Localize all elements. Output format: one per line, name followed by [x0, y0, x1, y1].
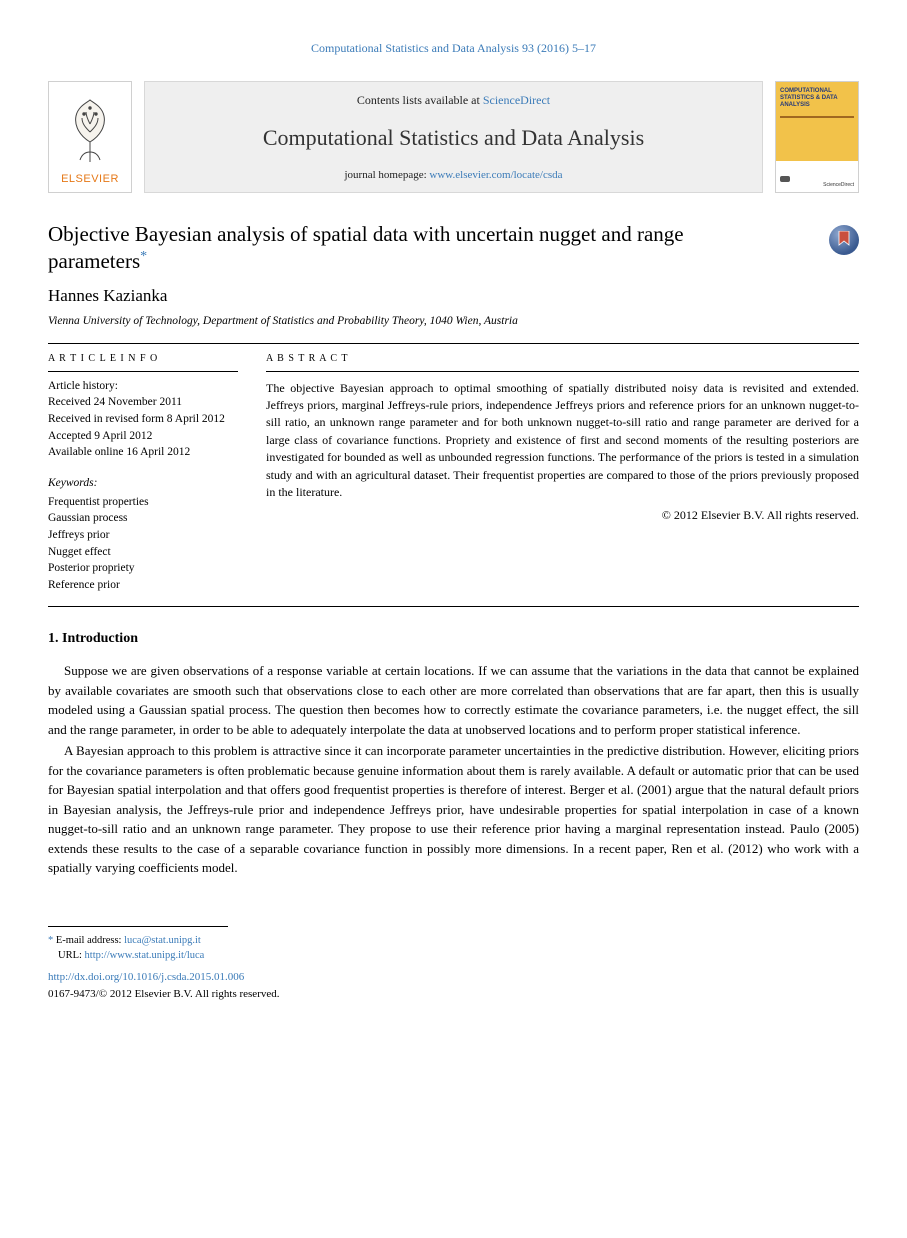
homepage-line: journal homepage: www.elsevier.com/locat…: [153, 168, 754, 184]
keyword-5: Reference prior: [48, 577, 238, 594]
elsevier-brand-text: ELSEVIER: [61, 172, 119, 188]
body-paragraph-1: Suppose we are given observations of a r…: [48, 661, 859, 739]
article-title: Objective Bayesian analysis of spatial d…: [48, 221, 748, 274]
article-title-text: Objective Bayesian analysis of spatial d…: [48, 222, 684, 272]
abstract-copyright: © 2012 Elsevier B.V. All rights reserved…: [266, 507, 859, 524]
footer-copyright: 0167-9473/© 2012 Elsevier B.V. All right…: [48, 987, 859, 1003]
article-info-head: A R T I C L E I N F O: [48, 352, 238, 367]
journal-title: Computational Statistics and Data Analys…: [153, 122, 754, 154]
contents-line: Contents lists available at ScienceDirec…: [153, 92, 754, 109]
journal-cover-thumbnail: COMPUTATIONAL STATISTICS & DATA ANALYSIS…: [775, 81, 859, 193]
cover-footer: ScienceDirect: [823, 182, 854, 189]
doi-link[interactable]: http://dx.doi.org/10.1016/j.csda.2015.01…: [48, 971, 244, 983]
homepage-link[interactable]: www.elsevier.com/locate/csda: [429, 169, 562, 181]
history-line-4: Available online 16 April 2012: [48, 444, 238, 461]
body-paragraph-2: A Bayesian approach to this problem is a…: [48, 741, 859, 878]
keyword-0: Frequentist properties: [48, 494, 238, 511]
abstract-column: A B S T R A C T The objective Bayesian a…: [266, 352, 859, 594]
history-line-2: Received in revised form 8 April 2012: [48, 411, 238, 428]
rule-1: [48, 343, 859, 344]
footnote-url-link[interactable]: http://www.stat.unipg.it/luca: [85, 950, 205, 961]
keyword-2: Jeffreys prior: [48, 527, 238, 544]
keyword-4: Posterior propriety: [48, 560, 238, 577]
keywords-head: Keywords:: [48, 475, 238, 492]
author-name: Hannes Kazianka: [48, 286, 167, 305]
history-line-1: Received 24 November 2011: [48, 394, 238, 411]
contents-prefix: Contents lists available at: [357, 93, 483, 107]
keyword-3: Nugget effect: [48, 544, 238, 561]
abstract-rule: [266, 371, 859, 372]
footnotes-rule: [48, 926, 228, 927]
author-line: Hannes Kazianka: [48, 284, 859, 309]
history-line-3: Accepted 9 April 2012: [48, 428, 238, 445]
section-heading: 1. Introduction: [48, 629, 859, 649]
cover-bar: [780, 116, 854, 118]
history-line-0: Article history:: [48, 378, 238, 395]
homepage-prefix: journal homepage:: [345, 169, 430, 181]
abstract-head: A B S T R A C T: [266, 352, 859, 367]
article-info-column: A R T I C L E I N F O Article history: R…: [48, 352, 238, 594]
top-citation: Computational Statistics and Data Analys…: [48, 40, 859, 57]
footnote-email: * E-mail address: luca@stat.unipg.it: [48, 933, 859, 949]
cover-title: COMPUTATIONAL STATISTICS & DATA ANALYSIS: [780, 88, 854, 108]
doi-line: http://dx.doi.org/10.1016/j.csda.2015.01…: [48, 970, 859, 986]
sciencedirect-link[interactable]: ScienceDirect: [483, 93, 550, 107]
title-footnote-marker: *: [140, 249, 147, 264]
footnotes: * E-mail address: luca@stat.unipg.it URL…: [48, 933, 859, 965]
abstract-text: The objective Bayesian approach to optim…: [266, 380, 859, 502]
journal-panel: Contents lists available at ScienceDirec…: [144, 81, 763, 193]
keyword-1: Gaussian process: [48, 510, 238, 527]
header-band: ELSEVIER Contents lists available at Sci…: [48, 81, 859, 193]
affiliation: Vienna University of Technology, Departm…: [48, 313, 859, 330]
crossmark-icon[interactable]: [829, 225, 859, 255]
cover-badge: [780, 176, 790, 182]
footnote-email-label: E-mail address:: [53, 935, 124, 946]
elsevier-logo: ELSEVIER: [48, 81, 132, 193]
rule-2: [48, 606, 859, 607]
footnote-email-link[interactable]: luca@stat.unipg.it: [124, 935, 201, 946]
elsevier-tree-icon: [53, 86, 127, 172]
footnote-url: URL: http://www.stat.unipg.it/luca: [48, 948, 859, 964]
info-rule: [48, 371, 238, 372]
footnote-url-label: URL:: [58, 950, 85, 961]
